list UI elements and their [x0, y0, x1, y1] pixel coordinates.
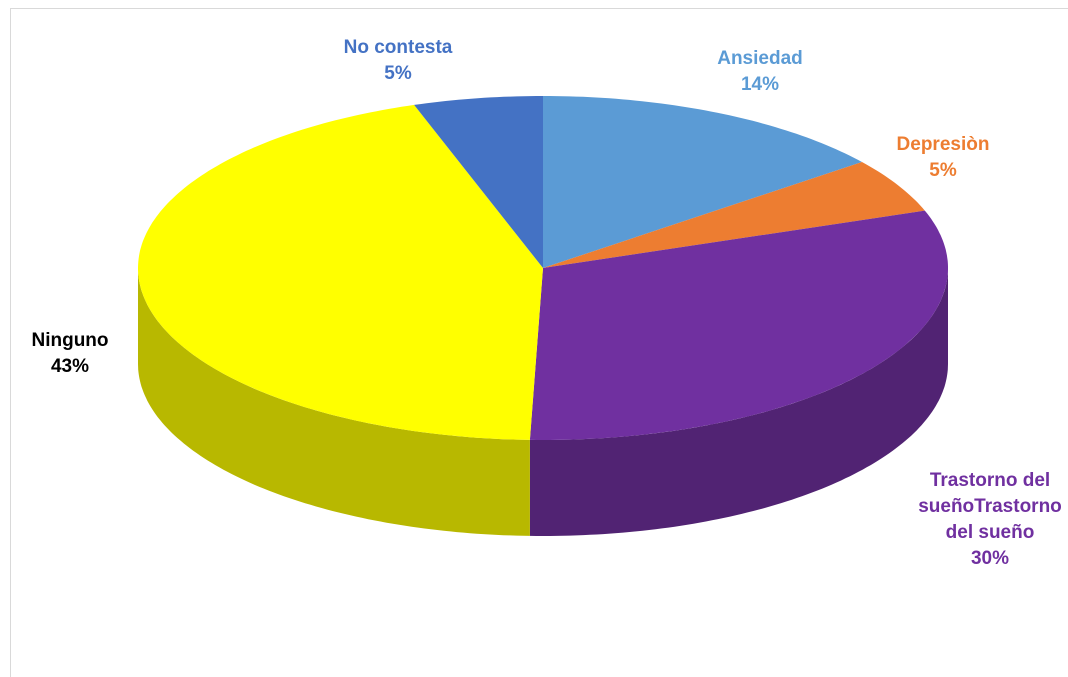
category-label: Depresiòn: [896, 134, 990, 155]
category-label: No contesta: [343, 37, 453, 58]
pie-slice: [543, 96, 862, 268]
value-label: 30%: [970, 548, 1010, 569]
value-label: 5%: [929, 160, 957, 181]
category-label: Trastorno del sueñoTrastorno del sueño: [918, 470, 1062, 543]
pie-slice-side: [529, 268, 948, 536]
value-label: 5%: [384, 63, 412, 84]
data-label: Ninguno 43%: [10, 328, 130, 380]
pie-slice: [138, 104, 543, 440]
data-label: Trastorno del sueñoTrastorno del sueño 30…: [905, 468, 1068, 572]
category-label: Ansiedad: [717, 48, 803, 69]
pie-slice: [529, 210, 948, 440]
value-label: 14%: [740, 74, 780, 95]
data-label: No contesta 5%: [323, 35, 473, 87]
chart-frame: [10, 8, 1068, 677]
data-label: Ansiedad 14%: [690, 46, 830, 98]
category-label: Ninguno: [31, 330, 109, 351]
pie-slice: [543, 162, 925, 268]
data-label: Depresiòn 5%: [873, 132, 1013, 184]
pie-slice: [414, 96, 543, 268]
pie-slice-side: [138, 268, 530, 536]
value-label: 43%: [50, 356, 90, 377]
